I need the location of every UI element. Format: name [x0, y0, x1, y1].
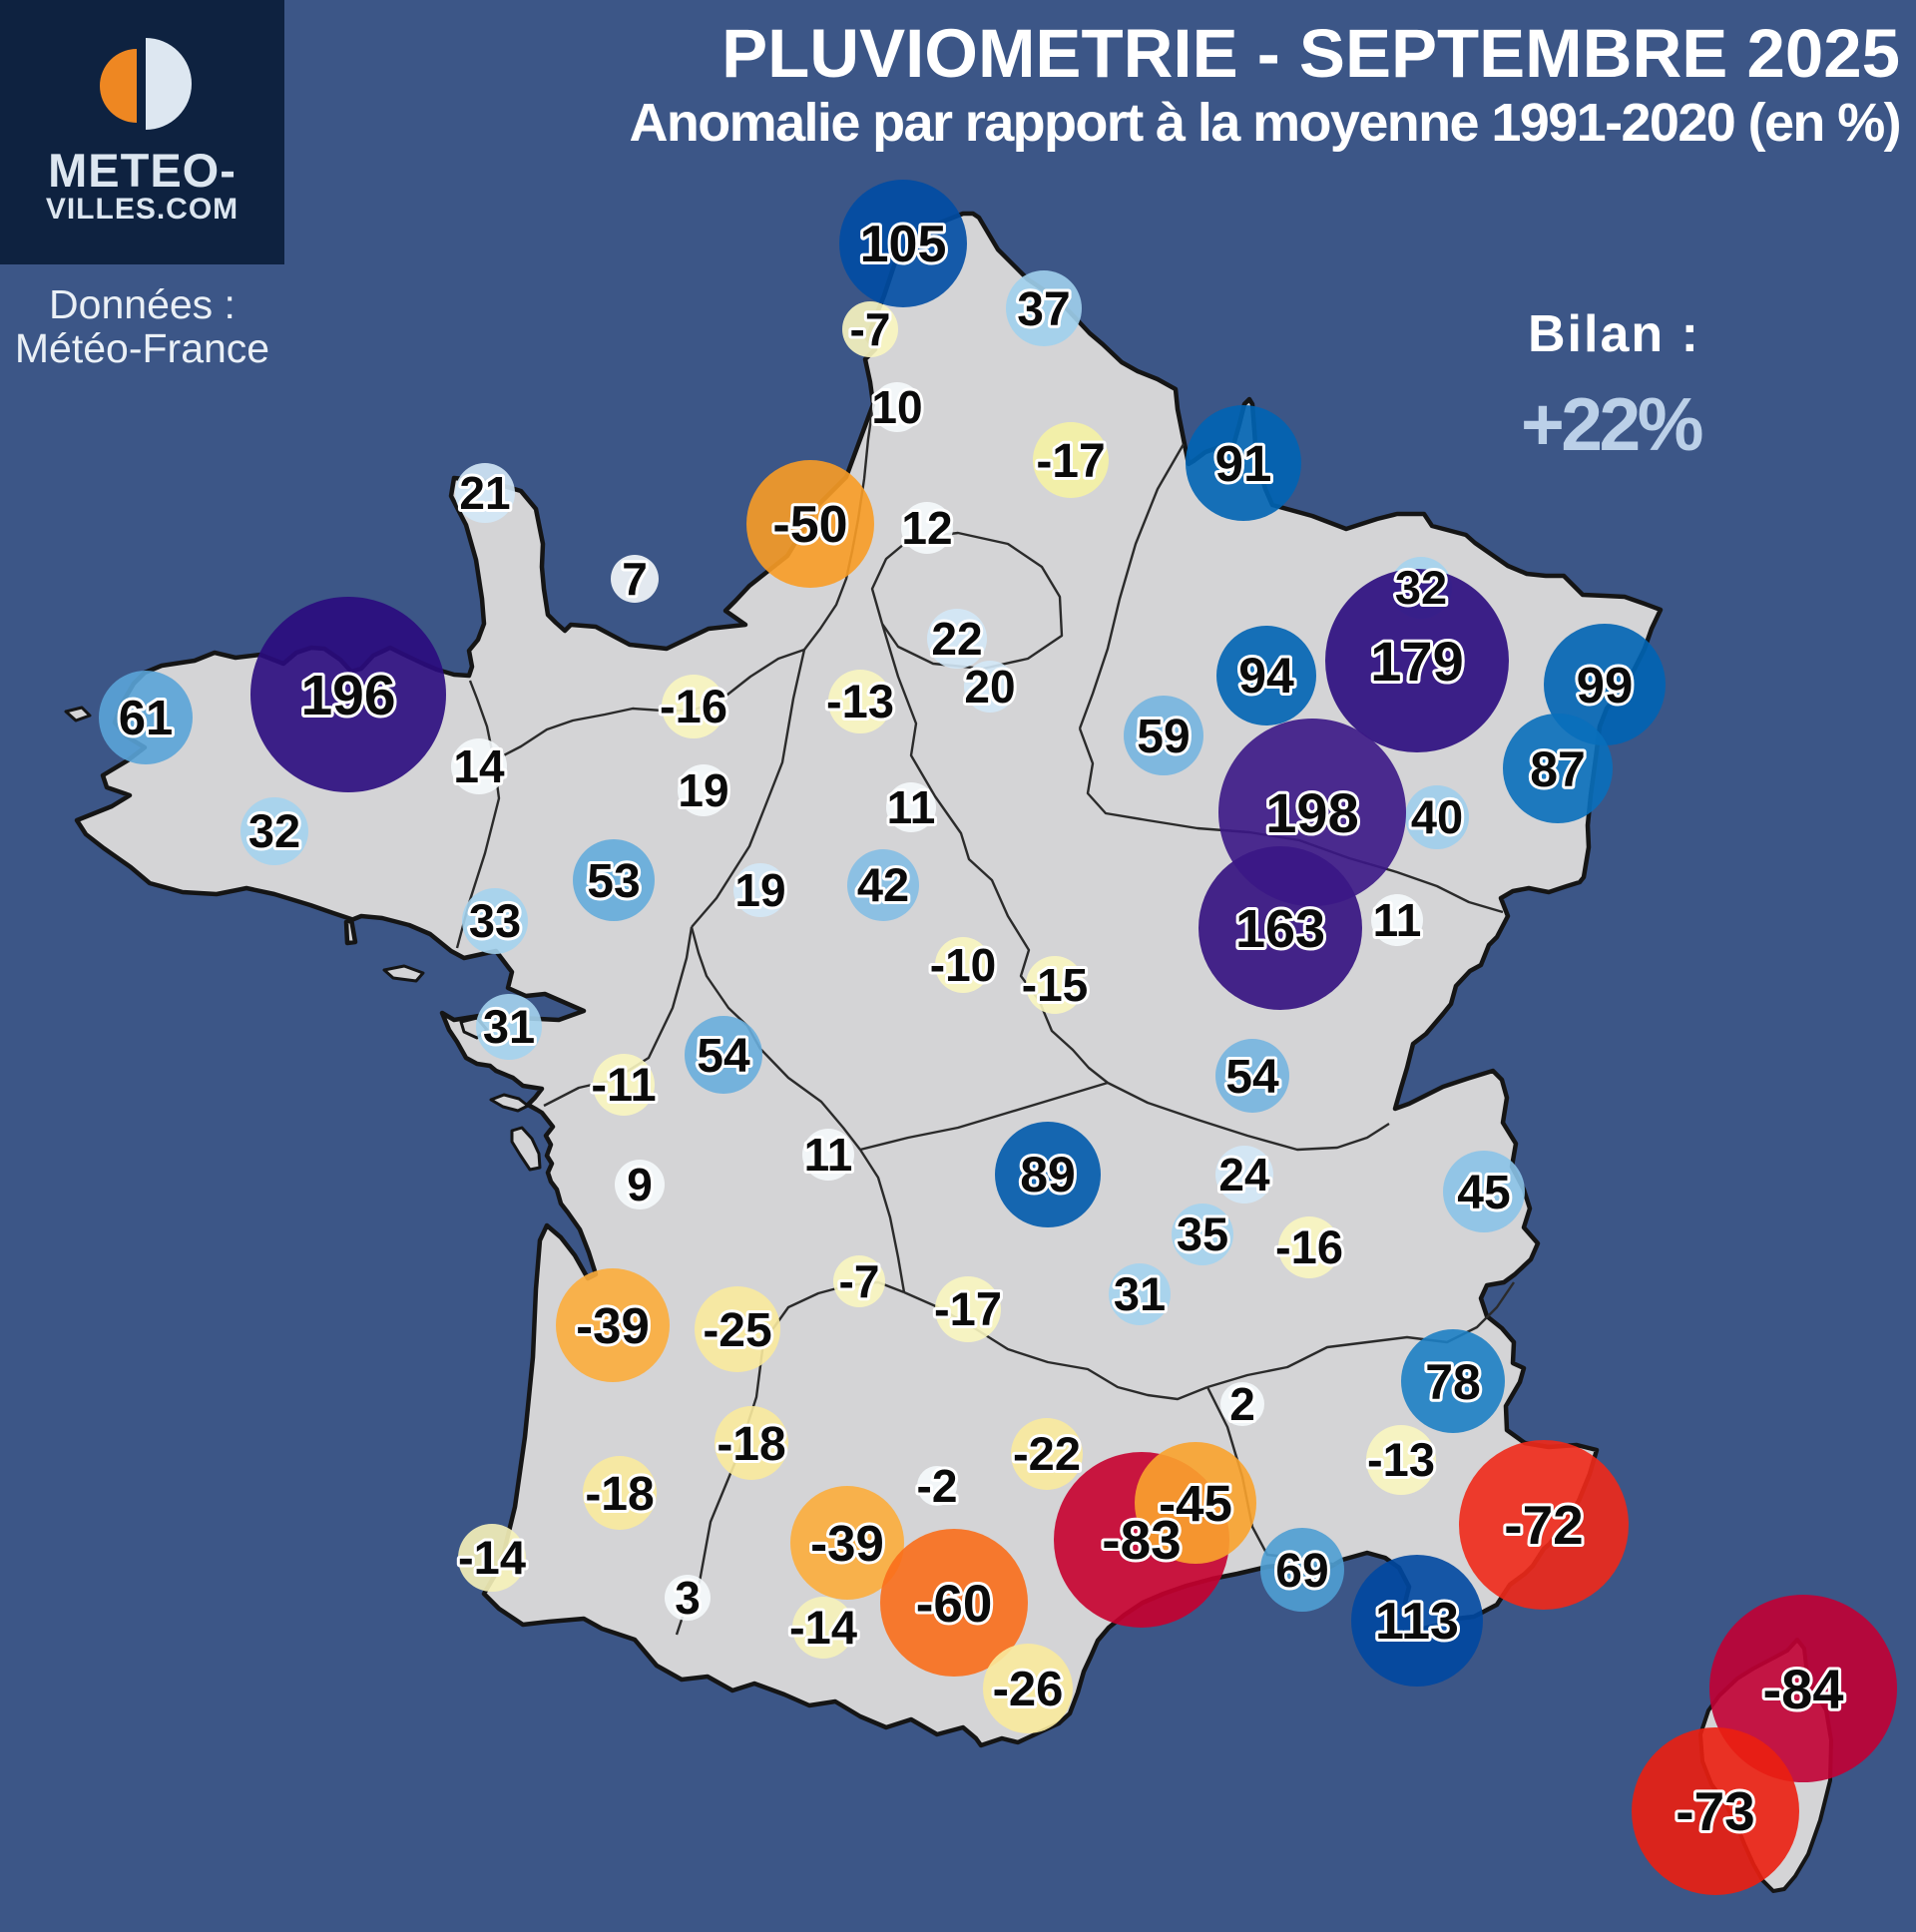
svg-text:14: 14 [453, 740, 505, 792]
svg-text:89: 89 [1020, 1147, 1076, 1203]
svg-text:42: 42 [857, 858, 909, 911]
svg-text:11: 11 [1373, 894, 1422, 946]
svg-text:19: 19 [734, 864, 785, 916]
svg-text:196: 196 [300, 664, 395, 727]
svg-text:24: 24 [1218, 1149, 1270, 1201]
svg-text:-84: -84 [1763, 1658, 1844, 1720]
svg-text:-25: -25 [703, 1304, 771, 1357]
svg-text:21: 21 [459, 467, 510, 519]
svg-text:45: 45 [1457, 1167, 1510, 1219]
svg-text:105: 105 [860, 216, 947, 273]
svg-text:31: 31 [483, 1000, 535, 1053]
svg-text:37: 37 [1017, 283, 1070, 336]
svg-text:-60: -60 [916, 1575, 993, 1634]
svg-text:-22: -22 [1013, 1427, 1081, 1480]
svg-text:12: 12 [901, 502, 952, 554]
svg-text:61: 61 [119, 692, 174, 745]
svg-text:10: 10 [871, 381, 922, 433]
svg-text:-14: -14 [789, 1601, 857, 1654]
svg-text:179: 179 [1370, 630, 1463, 693]
svg-text:-18: -18 [585, 1468, 654, 1521]
svg-text:-14: -14 [458, 1531, 526, 1584]
svg-text:78: 78 [1425, 1354, 1481, 1410]
svg-text:20: 20 [964, 661, 1015, 713]
svg-text:-16: -16 [1275, 1220, 1343, 1273]
svg-text:3: 3 [675, 1572, 701, 1624]
svg-text:40: 40 [1411, 790, 1463, 843]
svg-text:-17: -17 [1036, 435, 1105, 488]
svg-text:-15: -15 [1022, 959, 1088, 1011]
svg-text:91: 91 [1215, 435, 1272, 492]
svg-text:11: 11 [804, 1129, 853, 1181]
svg-text:7: 7 [622, 553, 648, 605]
svg-text:2: 2 [1229, 1378, 1255, 1430]
svg-text:-83: -83 [1102, 1509, 1182, 1571]
svg-text:94: 94 [1238, 648, 1294, 704]
svg-text:-2: -2 [917, 1460, 958, 1512]
svg-text:-39: -39 [576, 1297, 650, 1354]
svg-text:33: 33 [469, 894, 521, 947]
svg-text:-13: -13 [1367, 1433, 1435, 1486]
svg-text:54: 54 [697, 1030, 750, 1083]
svg-text:69: 69 [1275, 1545, 1328, 1598]
svg-text:59: 59 [1137, 711, 1190, 763]
svg-text:54: 54 [1225, 1051, 1279, 1104]
svg-text:99: 99 [1577, 657, 1634, 714]
svg-text:31: 31 [1114, 1267, 1166, 1320]
svg-text:-18: -18 [717, 1418, 785, 1471]
svg-text:113: 113 [1375, 1593, 1459, 1651]
svg-text:-26: -26 [993, 1663, 1064, 1716]
svg-text:87: 87 [1530, 741, 1586, 797]
svg-text:-16: -16 [660, 680, 727, 732]
svg-text:-13: -13 [826, 675, 894, 727]
svg-text:-11: -11 [591, 1058, 656, 1111]
svg-text:-72: -72 [1504, 1494, 1584, 1556]
svg-text:35: 35 [1177, 1208, 1228, 1260]
svg-text:32: 32 [1395, 561, 1447, 614]
svg-text:-39: -39 [810, 1515, 884, 1572]
svg-text:198: 198 [1265, 781, 1358, 844]
svg-text:-7: -7 [839, 1255, 880, 1307]
svg-text:-17: -17 [934, 1282, 1002, 1335]
svg-text:19: 19 [678, 764, 728, 816]
svg-text:32: 32 [248, 804, 300, 857]
svg-text:9: 9 [627, 1159, 653, 1210]
svg-text:22: 22 [931, 613, 982, 665]
svg-text:-10: -10 [930, 939, 996, 991]
svg-text:53: 53 [587, 855, 640, 908]
svg-text:11: 11 [887, 781, 936, 833]
svg-text:-45: -45 [1159, 1475, 1232, 1532]
svg-text:163: 163 [1235, 899, 1325, 959]
svg-text:-73: -73 [1676, 1780, 1755, 1842]
svg-text:-50: -50 [772, 496, 847, 554]
svg-text:-7: -7 [850, 303, 891, 355]
